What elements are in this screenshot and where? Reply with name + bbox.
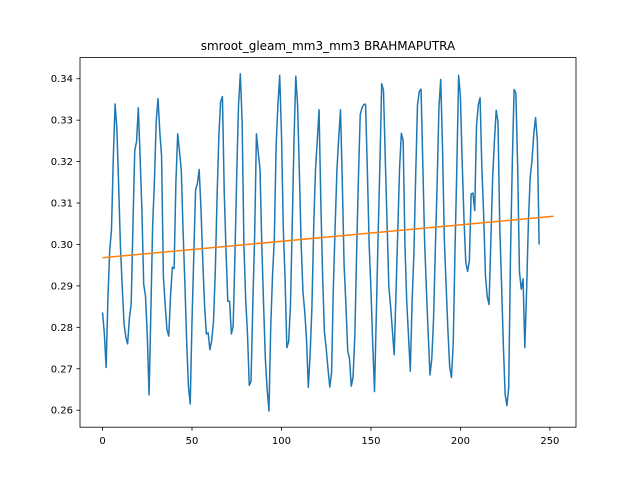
plot-frame bbox=[79, 57, 577, 428]
y-tick-label-2: 0.28 bbox=[51, 323, 73, 334]
y-tick-label-3: 0.29 bbox=[51, 281, 73, 292]
series-line-0 bbox=[101, 73, 540, 412]
y-tick-label-5: 0.31 bbox=[51, 199, 73, 210]
series-layer bbox=[101, 73, 554, 412]
x-tick-label-4: 200 bbox=[451, 436, 470, 447]
y-tick-label-8: 0.34 bbox=[51, 74, 73, 85]
y-tick-label-7: 0.33 bbox=[51, 116, 73, 127]
x-tick-label-0: 0 bbox=[99, 436, 105, 447]
y-tick-label-0: 0.26 bbox=[51, 406, 73, 417]
x-tick-label-5: 250 bbox=[540, 436, 559, 447]
y-tick-label-4: 0.30 bbox=[51, 240, 73, 251]
series-line-1 bbox=[102, 215, 554, 259]
x-tick-label-2: 100 bbox=[272, 436, 291, 447]
ticks-layer: 0 50 100 150 200 250 0.26 0.27 0.28 0.29 0.30 0.31 0… bbox=[51, 74, 560, 447]
x-tick-label-3: 150 bbox=[361, 436, 380, 447]
x-tick-label-1: 50 bbox=[186, 436, 199, 447]
chart-title: smroot_gleam_mm3_mm3 BRAHMAPUTRA bbox=[201, 39, 456, 53]
y-tick-label-1: 0.27 bbox=[51, 364, 73, 375]
y-tick-label-6: 0.32 bbox=[51, 157, 73, 168]
